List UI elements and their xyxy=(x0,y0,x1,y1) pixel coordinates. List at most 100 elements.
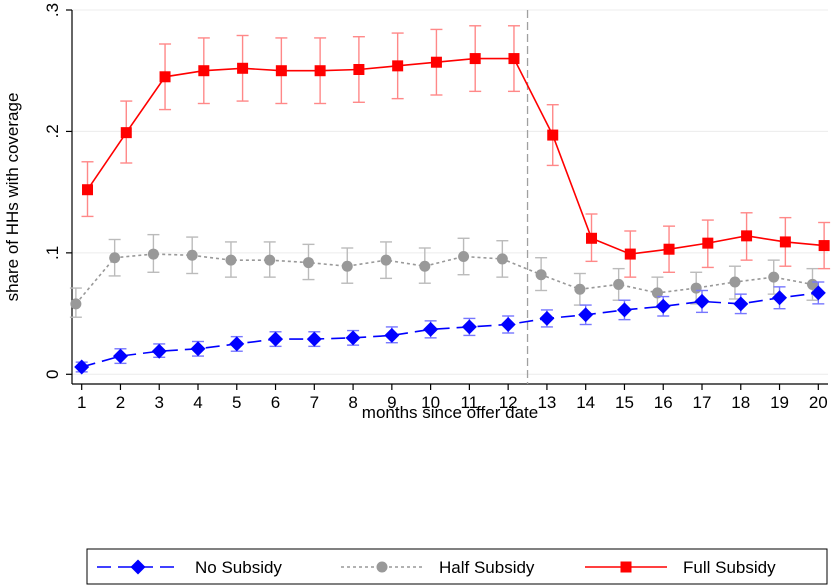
x-tick-label: 17 xyxy=(693,393,712,412)
circle-marker xyxy=(690,282,702,294)
x-tick-label: 6 xyxy=(271,393,280,412)
x-tick-label: 10 xyxy=(421,393,440,412)
diamond-marker xyxy=(733,296,749,312)
square-marker xyxy=(779,236,791,248)
x-tick-label: 8 xyxy=(348,393,357,412)
square-marker xyxy=(547,129,559,141)
diamond-marker xyxy=(423,321,439,337)
diamond-marker xyxy=(306,331,322,347)
chart-grid xyxy=(72,9,828,375)
x-ticks: 1 2 3 4 5 6 7 8 9 10 11 12 13 14 15 16 17 18 19 20 xyxy=(77,384,828,412)
diamond-marker xyxy=(130,559,146,575)
y-tick-label: .1 xyxy=(43,246,62,260)
circle-marker xyxy=(535,269,547,281)
series-line xyxy=(75,253,813,305)
y-ticks: 0 .1 .2 .3 xyxy=(43,3,72,379)
square-marker xyxy=(314,65,326,77)
square-marker xyxy=(159,71,171,83)
circle-marker xyxy=(651,287,663,299)
x-tick-label: 19 xyxy=(770,393,789,412)
x-tick-label: 12 xyxy=(499,393,518,412)
diamond-marker xyxy=(229,336,245,352)
square-marker xyxy=(624,248,636,260)
square-marker xyxy=(198,65,210,77)
diamond-marker xyxy=(345,330,361,346)
legend-label: Half Subsidy xyxy=(439,558,535,577)
square-marker xyxy=(237,62,249,74)
diamond-marker xyxy=(810,285,826,301)
x-tick-label: 14 xyxy=(576,393,595,412)
y-tick-label: .2 xyxy=(43,124,62,138)
x-tick-label: 18 xyxy=(731,393,750,412)
square-marker xyxy=(275,65,287,77)
x-tick-label: 2 xyxy=(116,393,125,412)
square-marker xyxy=(663,243,675,255)
circle-marker xyxy=(70,298,82,310)
circle-marker xyxy=(380,254,392,266)
diamond-marker xyxy=(578,307,594,323)
circle-marker xyxy=(109,252,121,264)
x-tick-label: 16 xyxy=(654,393,673,412)
circle-marker xyxy=(613,278,625,290)
diamond-marker xyxy=(268,331,284,347)
square-marker xyxy=(702,237,714,249)
diamond-marker xyxy=(655,298,671,314)
diamond-marker xyxy=(500,317,516,332)
legend: No Subsidy Half Subsidy Full Subsidy xyxy=(86,548,828,585)
diamond-marker xyxy=(616,302,632,318)
diamond-marker xyxy=(461,319,477,335)
x-tick-label: 4 xyxy=(193,393,202,412)
diamond-marker xyxy=(190,341,206,357)
square-marker xyxy=(818,240,830,252)
diamond-marker xyxy=(112,348,128,364)
circle-marker xyxy=(341,260,353,272)
x-axis-label: months since offer date xyxy=(362,403,538,422)
y-tick-label: .3 xyxy=(43,3,62,17)
square-marker xyxy=(430,56,442,68)
x-tick-label: 5 xyxy=(232,393,241,412)
circle-marker xyxy=(147,248,159,260)
circle-marker xyxy=(729,276,741,288)
series-line xyxy=(86,57,825,255)
diamond-marker xyxy=(151,343,167,359)
circle-marker xyxy=(376,561,388,573)
circle-marker xyxy=(264,254,276,266)
square-marker xyxy=(392,60,404,72)
square-marker xyxy=(353,64,365,75)
diamond-marker xyxy=(539,310,555,326)
circle-marker xyxy=(768,271,780,283)
x-tick-label: 3 xyxy=(154,393,163,412)
circle-marker xyxy=(419,260,431,272)
diamond-marker xyxy=(74,359,90,375)
circle-marker xyxy=(302,257,314,269)
x-tick-label: 7 xyxy=(310,393,319,412)
circle-marker xyxy=(574,283,586,295)
x-tick-label: 9 xyxy=(387,393,396,412)
x-tick-label: 20 xyxy=(809,393,828,412)
legend-label: Full Subsidy xyxy=(683,558,776,577)
circle-marker xyxy=(458,251,470,262)
series-layer xyxy=(69,25,831,375)
series-no-subsidy xyxy=(74,281,826,375)
legend-box xyxy=(86,548,828,585)
diamond-marker xyxy=(772,290,788,306)
y-axis-label: share of HHs with coverage xyxy=(3,93,22,302)
chart-axes xyxy=(71,10,828,385)
square-marker xyxy=(586,232,598,244)
x-tick-label: 13 xyxy=(537,393,556,412)
square-marker xyxy=(620,561,632,573)
square-marker xyxy=(508,53,520,65)
diamond-marker xyxy=(694,293,710,309)
square-marker xyxy=(469,53,481,65)
circle-marker xyxy=(225,254,237,266)
legend-label: No Subsidy xyxy=(195,558,282,577)
square-marker xyxy=(82,184,94,196)
square-marker xyxy=(741,230,753,242)
circle-marker xyxy=(496,253,508,265)
x-tick-label: 11 xyxy=(461,393,479,412)
series-full-subsidy xyxy=(81,25,831,278)
diamond-marker xyxy=(384,327,400,343)
square-marker xyxy=(120,127,132,139)
y-tick-label: 0 xyxy=(43,370,62,379)
